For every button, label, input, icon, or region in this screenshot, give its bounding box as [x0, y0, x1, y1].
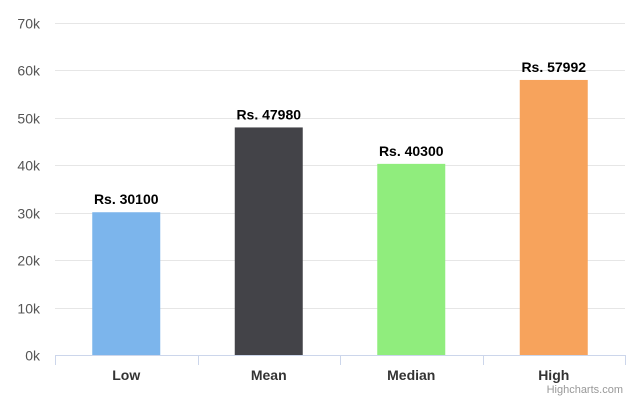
data-labels: Rs. 30100 Rs. 47980 Rs. 40300 Rs. 57992: [94, 59, 586, 207]
y-tick-label: 10k: [17, 301, 41, 317]
credit-text[interactable]: Highcharts.com: [547, 384, 623, 396]
x-tick-label: Low: [112, 367, 140, 383]
bar-mean[interactable]: [234, 127, 303, 355]
x-tick-label: High: [538, 367, 569, 383]
x-axis: Low Mean Median High: [55, 355, 626, 383]
y-tick-label: 70k: [17, 16, 41, 32]
data-label: Rs. 47980: [236, 106, 301, 122]
bars: [92, 79, 588, 356]
y-tick-label: 60k: [17, 63, 41, 79]
bar-high[interactable]: [519, 79, 588, 356]
x-tick-label: Mean: [251, 367, 287, 383]
y-tick-label: 20k: [17, 253, 41, 269]
bar-low[interactable]: [92, 212, 161, 355]
y-tick-label: 40k: [17, 158, 41, 174]
data-label: Rs. 57992: [521, 59, 586, 75]
y-axis: 0k 10k 20k 30k 40k 50k 60k 70k: [17, 16, 41, 364]
x-tick-label: Median: [387, 367, 435, 383]
y-tick-label: 30k: [17, 206, 41, 222]
data-label: Rs. 30100: [94, 191, 159, 207]
y-tick-label: 0k: [25, 348, 41, 364]
data-label: Rs. 40300: [379, 143, 444, 159]
bar-median[interactable]: [377, 163, 446, 355]
y-tick-label: 50k: [17, 111, 41, 127]
